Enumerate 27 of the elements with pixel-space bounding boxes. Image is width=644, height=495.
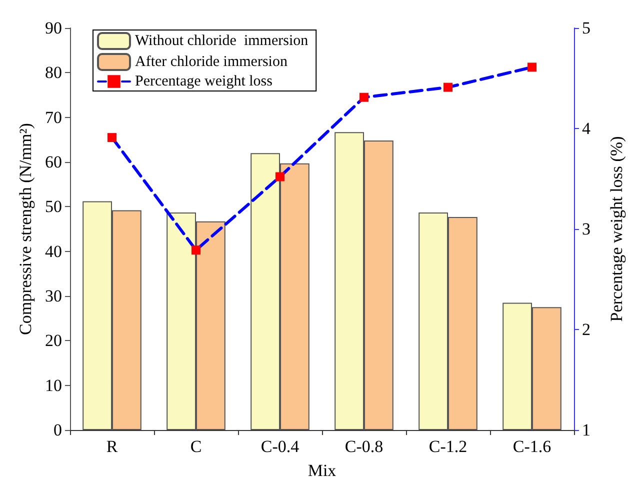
y2-tick-label: 2 (582, 320, 590, 339)
y2-tick-label: 4 (582, 119, 591, 138)
y-tick-label: 30 (45, 286, 62, 306)
y-tick-label: 10 (45, 376, 62, 395)
x-tick-label: C-0.8 (344, 437, 384, 456)
x-tick-label: C-1.6 (512, 437, 552, 456)
y2-tick-label: 3 (582, 220, 590, 238)
legend-label: Without chloride immersion (135, 33, 309, 49)
y2-tick-label: 5 (582, 18, 590, 38)
y-tick-label: 50 (45, 197, 62, 216)
y-tick-label: 40 (45, 242, 62, 261)
legend-label: Percentage weight loss (135, 74, 273, 90)
y2-axis-title: Percentage weight loss (%) (607, 136, 626, 322)
x-tick-label: C (190, 437, 202, 456)
y-tick-label: 60 (45, 152, 62, 172)
y2-tick-label: 1 (582, 420, 590, 440)
x-axis-title: Mix (308, 461, 337, 480)
y-tick-label: 0 (54, 420, 62, 440)
x-tick-label: R (106, 437, 118, 456)
legend-label: After chloride immersion (135, 54, 288, 70)
y-axis-title: Compressive strength (N/mm²) (16, 123, 36, 335)
y-tick-label: 90 (45, 18, 62, 38)
x-tick-label: C-1.2 (428, 437, 468, 456)
y-tick-label: 20 (45, 331, 62, 350)
y-tick-label: 70 (45, 108, 62, 127)
x-tick-label: C-0.4 (260, 437, 300, 456)
y-tick-label: 80 (45, 63, 62, 82)
